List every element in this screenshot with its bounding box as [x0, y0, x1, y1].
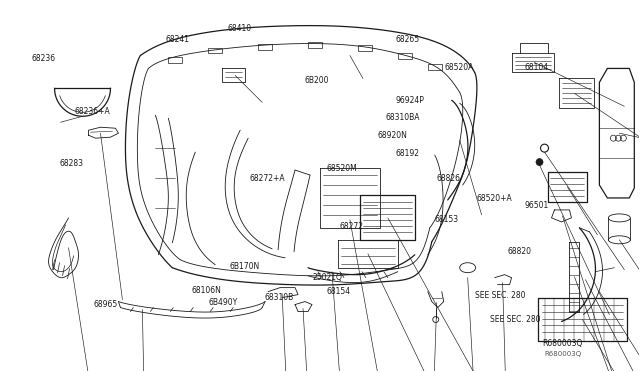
- Text: SEE SEC. 280: SEE SEC. 280: [474, 291, 525, 300]
- Text: 6B490Y: 6B490Y: [208, 298, 237, 307]
- Text: 68236+A: 68236+A: [74, 108, 110, 116]
- Bar: [428, 64, 442, 70]
- Text: 96924P: 96924P: [396, 96, 424, 105]
- Bar: [168, 58, 182, 64]
- Bar: [358, 45, 372, 51]
- Circle shape: [536, 158, 543, 166]
- Text: SEE SEC. 280: SEE SEC. 280: [490, 315, 540, 324]
- Text: R680003Q: R680003Q: [542, 339, 582, 348]
- Text: 25021Q: 25021Q: [312, 273, 342, 282]
- Bar: [208, 48, 222, 54]
- Text: 96501: 96501: [524, 201, 548, 210]
- Text: 68283: 68283: [60, 159, 83, 168]
- Bar: [398, 54, 412, 60]
- Text: 68104: 68104: [524, 63, 548, 72]
- Text: 68920N: 68920N: [378, 131, 407, 141]
- Text: 68520A: 68520A: [445, 63, 474, 72]
- Text: 68153: 68153: [435, 215, 459, 224]
- Text: 6B200: 6B200: [304, 76, 328, 85]
- Text: 68310BA: 68310BA: [386, 113, 420, 122]
- Text: 68410: 68410: [227, 24, 252, 33]
- Text: 68265: 68265: [396, 35, 419, 44]
- Text: 68310B: 68310B: [264, 293, 294, 302]
- Text: 68820: 68820: [507, 247, 531, 256]
- Text: 68106N: 68106N: [191, 286, 221, 295]
- Text: 6B170N: 6B170N: [229, 262, 260, 271]
- Text: 68154: 68154: [326, 287, 351, 296]
- Text: 68192: 68192: [396, 149, 419, 158]
- Text: 68272: 68272: [339, 222, 363, 231]
- Text: 68520+A: 68520+A: [476, 195, 512, 203]
- Bar: [308, 42, 322, 48]
- Text: 68272+A: 68272+A: [250, 174, 285, 183]
- Text: 68236: 68236: [31, 54, 56, 62]
- Text: R680003Q: R680003Q: [545, 352, 582, 357]
- Bar: [258, 44, 272, 49]
- Text: 68241: 68241: [166, 35, 189, 44]
- Text: 68520M: 68520M: [326, 164, 357, 173]
- Text: 68826: 68826: [437, 174, 461, 183]
- Text: 68965: 68965: [93, 300, 118, 309]
